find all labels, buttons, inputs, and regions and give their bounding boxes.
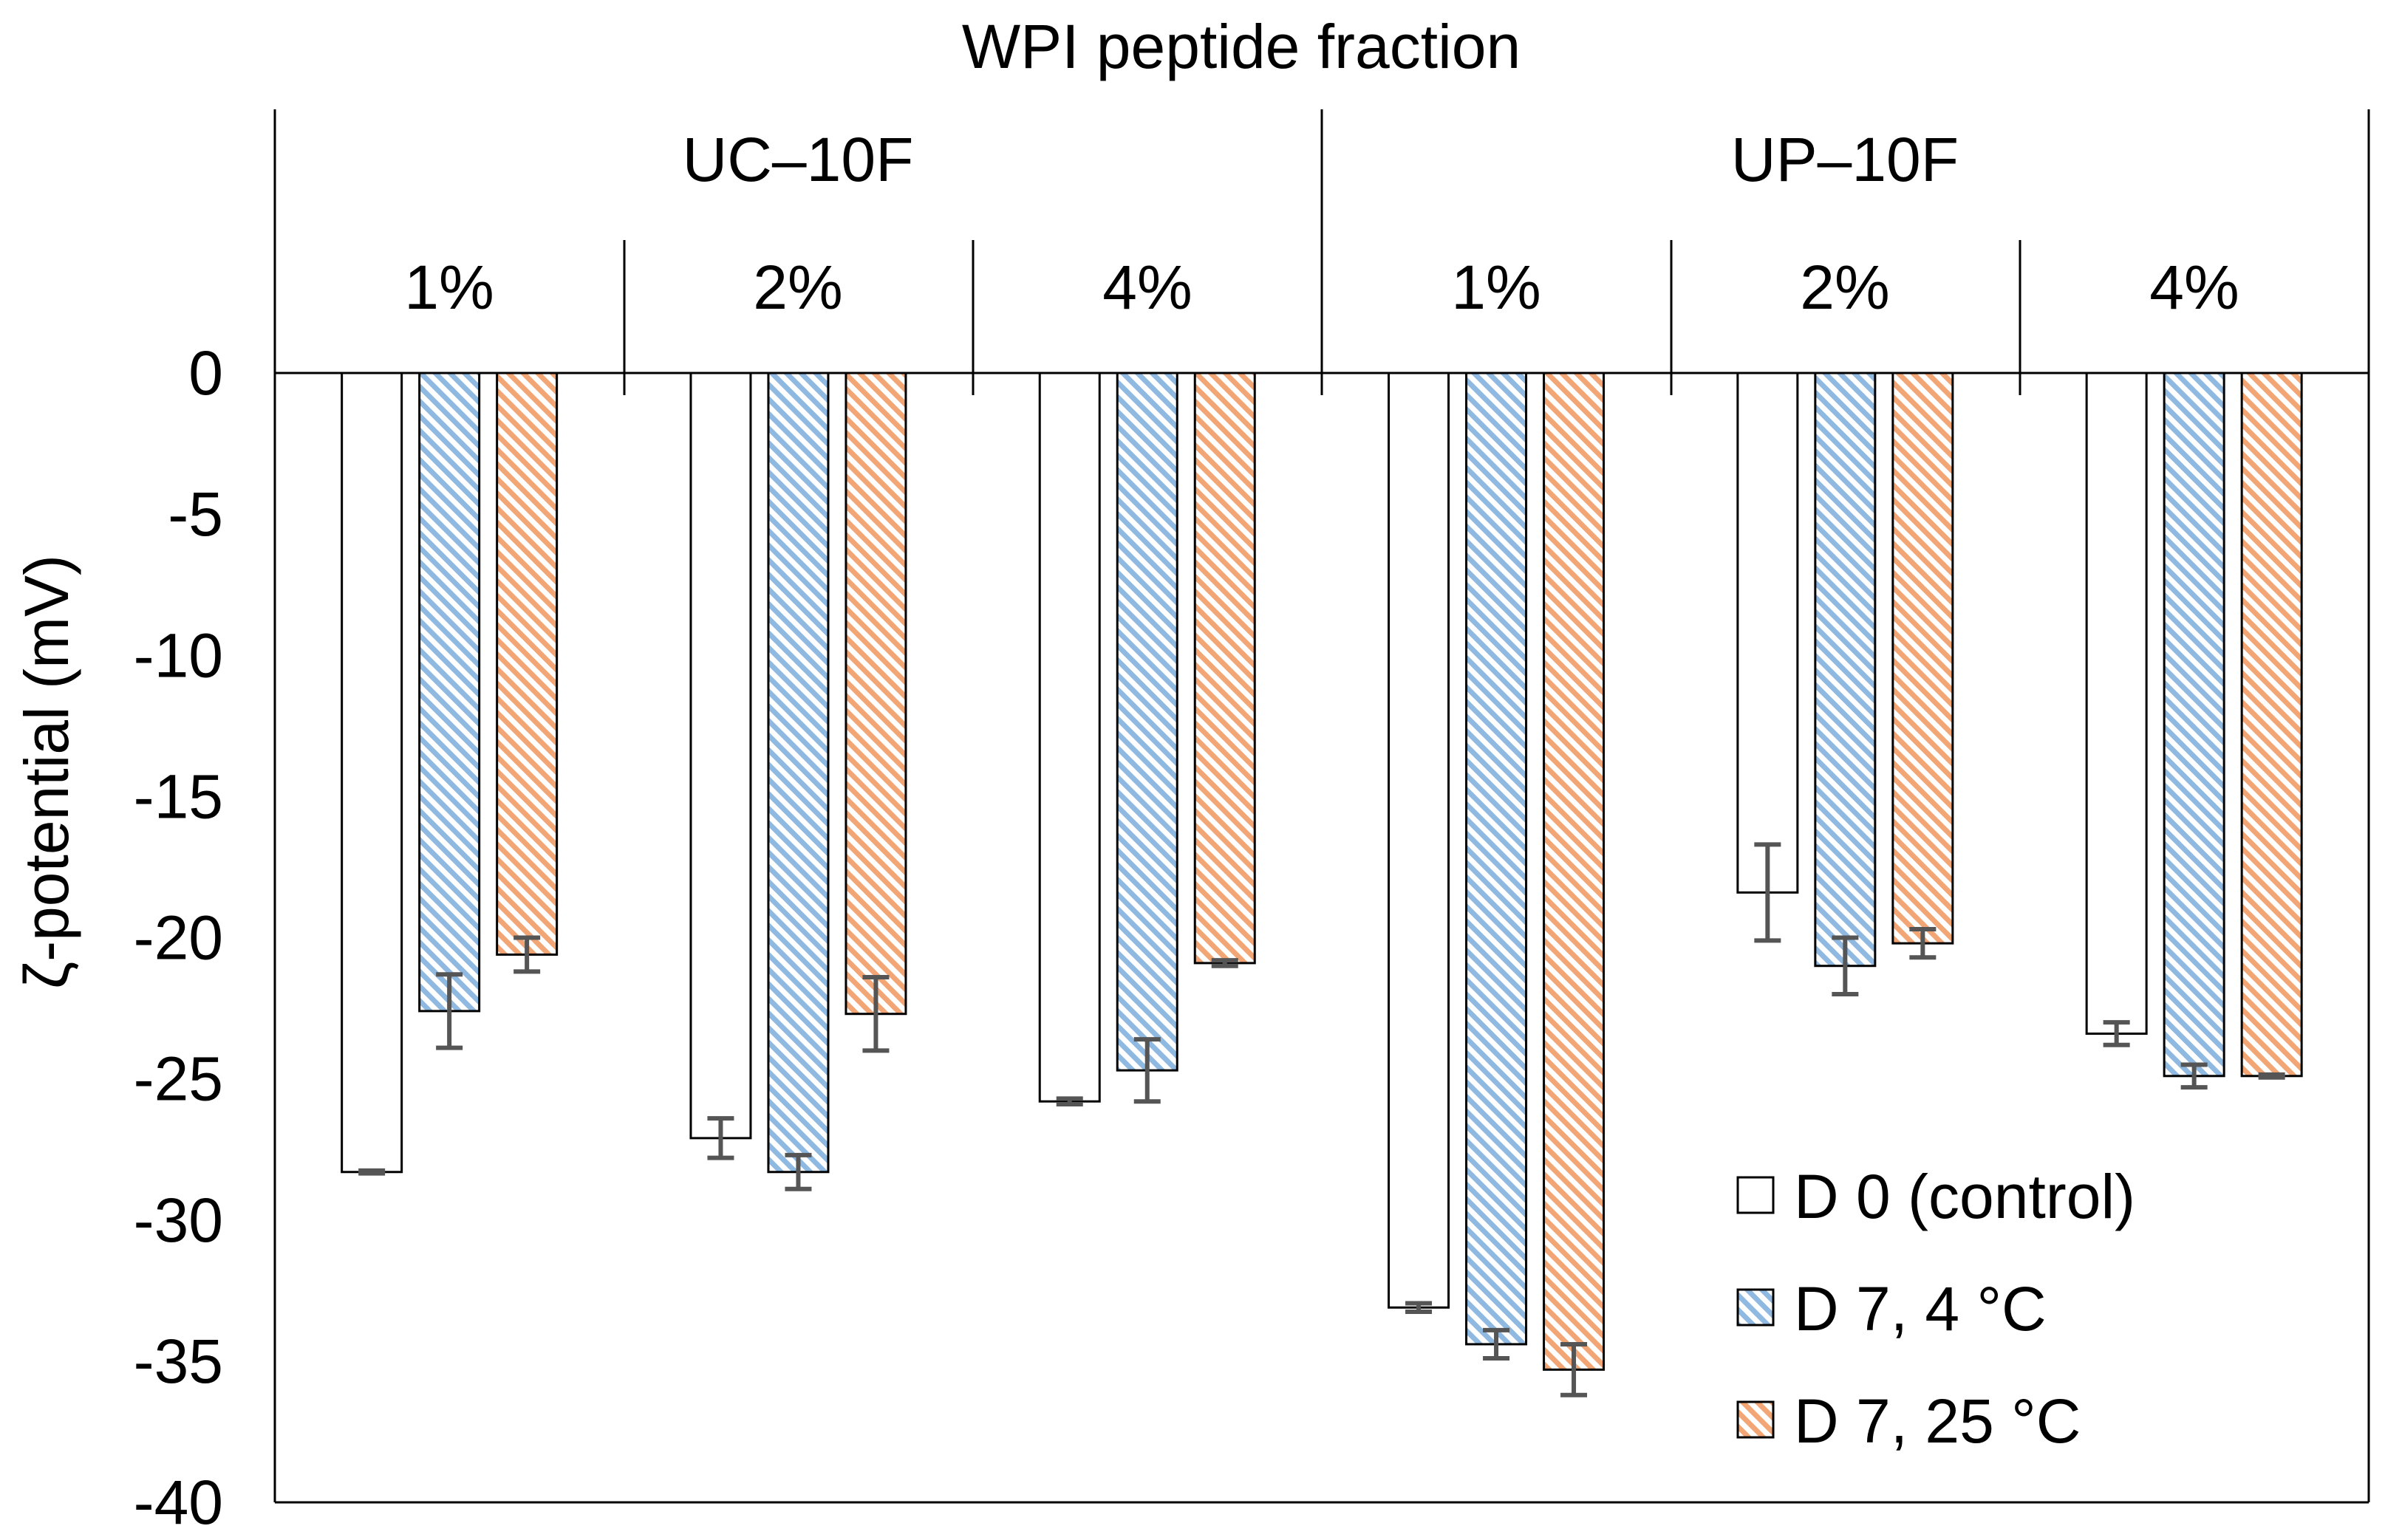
- y-tick-label: -40: [134, 1468, 223, 1537]
- pct-label: 1%: [1451, 253, 1540, 322]
- error-bar: [436, 972, 463, 1050]
- bar: [1891, 372, 1954, 945]
- bar: [2085, 372, 2148, 1035]
- y-tick-label: 0: [188, 338, 223, 408]
- y-tick-label: -5: [168, 479, 223, 549]
- group-label-uc10f: UC–10F: [683, 125, 914, 194]
- y-tick-label: -10: [134, 620, 223, 690]
- y-axis-label: ζ-potential (mV): [12, 555, 81, 989]
- error-bar: [1056, 1096, 1083, 1107]
- error-bar: [358, 1168, 386, 1176]
- bar: [845, 372, 907, 1016]
- pct-label: 4%: [1102, 253, 1192, 322]
- error-bar: [707, 1116, 734, 1160]
- y-tick-label: -20: [134, 903, 223, 973]
- error-bars: [358, 842, 2285, 1397]
- y-axis-ticks: 0 -5 -10 -15 -20 -25 -30 -35 -40: [134, 338, 223, 1537]
- error-bar: [2180, 1062, 2208, 1090]
- error-bar: [2103, 1020, 2130, 1047]
- legend-swatch-d0: [1736, 1176, 1775, 1214]
- bar: [2240, 372, 2303, 1078]
- pct-label: 1%: [404, 253, 494, 322]
- error-bar: [1832, 935, 1859, 996]
- y-tick-label: -35: [134, 1327, 223, 1396]
- group-label-up10f: UP–10F: [1731, 125, 1959, 194]
- error-bar: [1133, 1037, 1161, 1104]
- bar: [1193, 372, 1256, 965]
- error-bar: [1560, 1341, 1588, 1397]
- chart-title: WPI peptide fraction: [962, 12, 1521, 81]
- error-bar: [1909, 927, 1937, 960]
- bar: [2163, 372, 2225, 1078]
- error-bar: [1211, 958, 1238, 968]
- y-tick-label: -30: [134, 1185, 223, 1255]
- bar: [1116, 372, 1178, 1072]
- bar: [1388, 372, 1450, 1309]
- legend-label-d7-25c: D 7, 25 °C: [1794, 1386, 2081, 1456]
- error-bar: [1754, 842, 1781, 943]
- y-tick-label: -15: [134, 762, 223, 831]
- bar: [1543, 372, 1606, 1371]
- legend-swatch-d7-25c: [1736, 1400, 1775, 1439]
- y-tick-label: -25: [134, 1044, 223, 1114]
- legend-swatch-d7-4c: [1736, 1288, 1775, 1327]
- error-bar: [2258, 1072, 2285, 1080]
- error-bar: [862, 975, 890, 1053]
- bar: [767, 372, 830, 1174]
- error-bar: [1483, 1327, 1510, 1361]
- bar: [496, 372, 559, 956]
- error-bar: [513, 935, 541, 974]
- bar: [1736, 372, 1799, 894]
- legend-label-d7-4c: D 7, 4 °C: [1794, 1274, 2047, 1344]
- bar: [1814, 372, 1877, 968]
- legend: D 0 (control) D 7, 4 °C D 7, 25 °C: [1736, 1162, 2135, 1456]
- bars: [341, 372, 2303, 1371]
- pct-label: 2%: [753, 253, 842, 322]
- bar: [1465, 372, 1528, 1346]
- bar: [1038, 372, 1101, 1103]
- bar: [341, 372, 403, 1174]
- bar: [418, 372, 481, 1013]
- error-bar: [785, 1152, 812, 1191]
- error-bar: [1405, 1301, 1433, 1314]
- pct-label: 2%: [1800, 253, 1889, 322]
- bar: [689, 372, 752, 1140]
- legend-label-d0: D 0 (control): [1794, 1162, 2135, 1231]
- pct-label: 4%: [2149, 253, 2239, 322]
